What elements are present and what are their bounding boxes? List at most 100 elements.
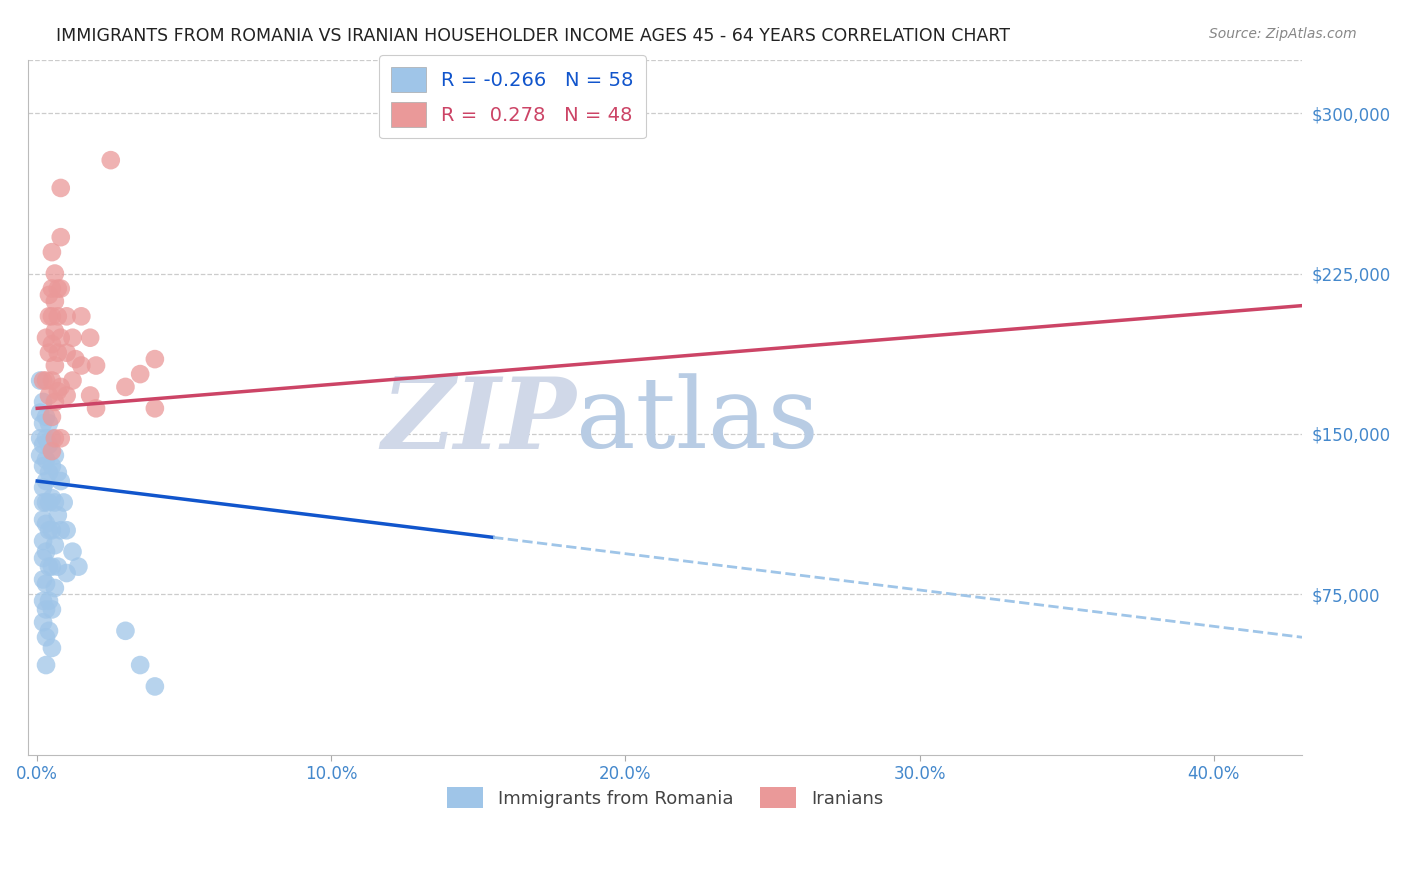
Point xyxy=(35,374,58,388)
Point xyxy=(32,512,55,526)
Point xyxy=(32,459,55,474)
Point xyxy=(79,331,101,345)
Point xyxy=(30,449,52,463)
Point xyxy=(46,310,69,324)
Point xyxy=(62,374,84,388)
Point xyxy=(49,331,72,345)
Point xyxy=(30,374,52,388)
Point xyxy=(41,409,63,424)
Point xyxy=(55,388,77,402)
Point xyxy=(35,331,58,345)
Text: atlas: atlas xyxy=(576,373,818,469)
Point xyxy=(41,374,63,388)
Point xyxy=(32,594,55,608)
Point xyxy=(49,380,72,394)
Text: Source: ZipAtlas.com: Source: ZipAtlas.com xyxy=(1209,27,1357,41)
Point xyxy=(41,431,63,445)
Point xyxy=(100,153,122,168)
Point xyxy=(41,444,63,458)
Point xyxy=(55,523,77,537)
Point xyxy=(44,395,66,409)
Point xyxy=(70,310,93,324)
Point xyxy=(35,452,58,467)
Point xyxy=(38,624,60,638)
Point xyxy=(41,491,63,505)
Point xyxy=(49,431,72,445)
Point xyxy=(55,566,77,580)
Legend: Immigrants from Romania, Iranians: Immigrants from Romania, Iranians xyxy=(440,780,890,815)
Text: IMMIGRANTS FROM ROMANIA VS IRANIAN HOUSEHOLDER INCOME AGES 45 - 64 YEARS CORRELA: IMMIGRANTS FROM ROMANIA VS IRANIAN HOUSE… xyxy=(56,27,1011,45)
Point xyxy=(35,409,58,424)
Point xyxy=(32,551,55,566)
Point xyxy=(49,181,72,195)
Point xyxy=(55,310,77,324)
Point xyxy=(67,559,90,574)
Point xyxy=(32,395,55,409)
Point xyxy=(38,495,60,509)
Point xyxy=(38,594,60,608)
Point xyxy=(52,495,75,509)
Point xyxy=(38,523,60,537)
Point xyxy=(32,374,55,388)
Point xyxy=(35,602,58,616)
Point xyxy=(49,523,72,537)
Point xyxy=(84,401,107,416)
Point xyxy=(35,495,58,509)
Point xyxy=(41,310,63,324)
Point xyxy=(41,640,63,655)
Point xyxy=(44,431,66,445)
Point xyxy=(65,352,87,367)
Point xyxy=(129,367,152,381)
Point xyxy=(49,281,72,295)
Point xyxy=(143,352,166,367)
Point xyxy=(38,310,60,324)
Point xyxy=(49,230,72,244)
Point xyxy=(38,345,60,359)
Point xyxy=(35,516,58,531)
Point xyxy=(55,345,77,359)
Point xyxy=(35,474,58,488)
Point xyxy=(35,431,58,445)
Point xyxy=(38,559,60,574)
Point xyxy=(41,281,63,295)
Point xyxy=(32,573,55,587)
Point xyxy=(41,523,63,537)
Point xyxy=(44,324,66,338)
Point xyxy=(79,388,101,402)
Point xyxy=(30,406,52,420)
Point xyxy=(30,431,52,445)
Point xyxy=(46,466,69,480)
Point xyxy=(44,267,66,281)
Point xyxy=(44,294,66,309)
Point xyxy=(32,495,55,509)
Point xyxy=(84,359,107,373)
Point xyxy=(44,495,66,509)
Point xyxy=(32,417,55,431)
Point xyxy=(41,602,63,616)
Point xyxy=(38,288,60,302)
Point xyxy=(46,559,69,574)
Point xyxy=(44,538,66,552)
Point xyxy=(114,624,136,638)
Point xyxy=(143,401,166,416)
Point xyxy=(35,544,58,558)
Point xyxy=(32,533,55,548)
Point xyxy=(32,481,55,495)
Point xyxy=(49,474,72,488)
Point xyxy=(38,438,60,452)
Point xyxy=(143,680,166,694)
Point xyxy=(41,337,63,351)
Point xyxy=(129,658,152,673)
Point xyxy=(41,559,63,574)
Point xyxy=(44,581,66,595)
Point xyxy=(46,281,69,295)
Point xyxy=(114,380,136,394)
Point xyxy=(46,384,69,399)
Point xyxy=(41,459,63,474)
Point xyxy=(46,345,69,359)
Text: ZIP: ZIP xyxy=(381,373,576,469)
Point xyxy=(44,449,66,463)
Point xyxy=(62,331,84,345)
Point xyxy=(41,245,63,260)
Point xyxy=(46,508,69,523)
